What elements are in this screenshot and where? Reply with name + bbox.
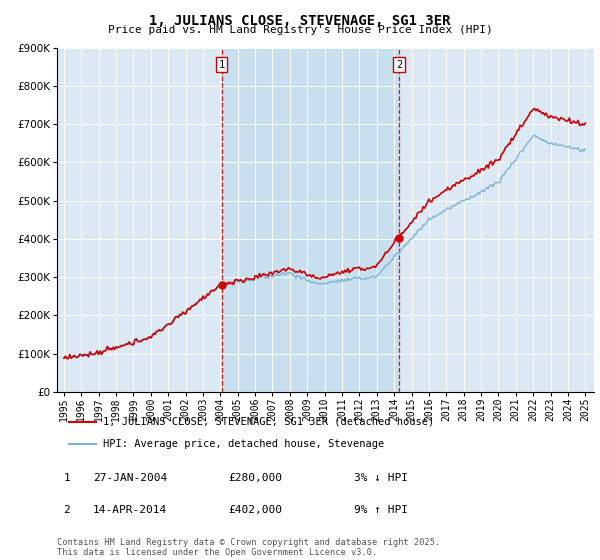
Text: £402,000: £402,000 (228, 505, 282, 515)
Text: 27-JAN-2004: 27-JAN-2004 (93, 473, 167, 483)
Text: Price paid vs. HM Land Registry's House Price Index (HPI): Price paid vs. HM Land Registry's House … (107, 25, 493, 35)
Text: Contains HM Land Registry data © Crown copyright and database right 2025.
This d: Contains HM Land Registry data © Crown c… (57, 538, 440, 557)
Text: 1, JULIANS CLOSE, STEVENAGE, SG1 3ER: 1, JULIANS CLOSE, STEVENAGE, SG1 3ER (149, 14, 451, 28)
Bar (222, 48, 399, 392)
Text: 1: 1 (218, 60, 225, 70)
Text: 1, JULIANS CLOSE, STEVENAGE, SG1 3ER (detached house): 1, JULIANS CLOSE, STEVENAGE, SG1 3ER (de… (103, 417, 434, 427)
Text: 1: 1 (63, 473, 70, 483)
Text: 2: 2 (63, 505, 70, 515)
Text: 2: 2 (396, 60, 403, 70)
Text: £280,000: £280,000 (228, 473, 282, 483)
Text: 9% ↑ HPI: 9% ↑ HPI (354, 505, 408, 515)
Text: 14-APR-2014: 14-APR-2014 (93, 505, 167, 515)
Text: HPI: Average price, detached house, Stevenage: HPI: Average price, detached house, Stev… (103, 438, 384, 449)
Text: 3% ↓ HPI: 3% ↓ HPI (354, 473, 408, 483)
